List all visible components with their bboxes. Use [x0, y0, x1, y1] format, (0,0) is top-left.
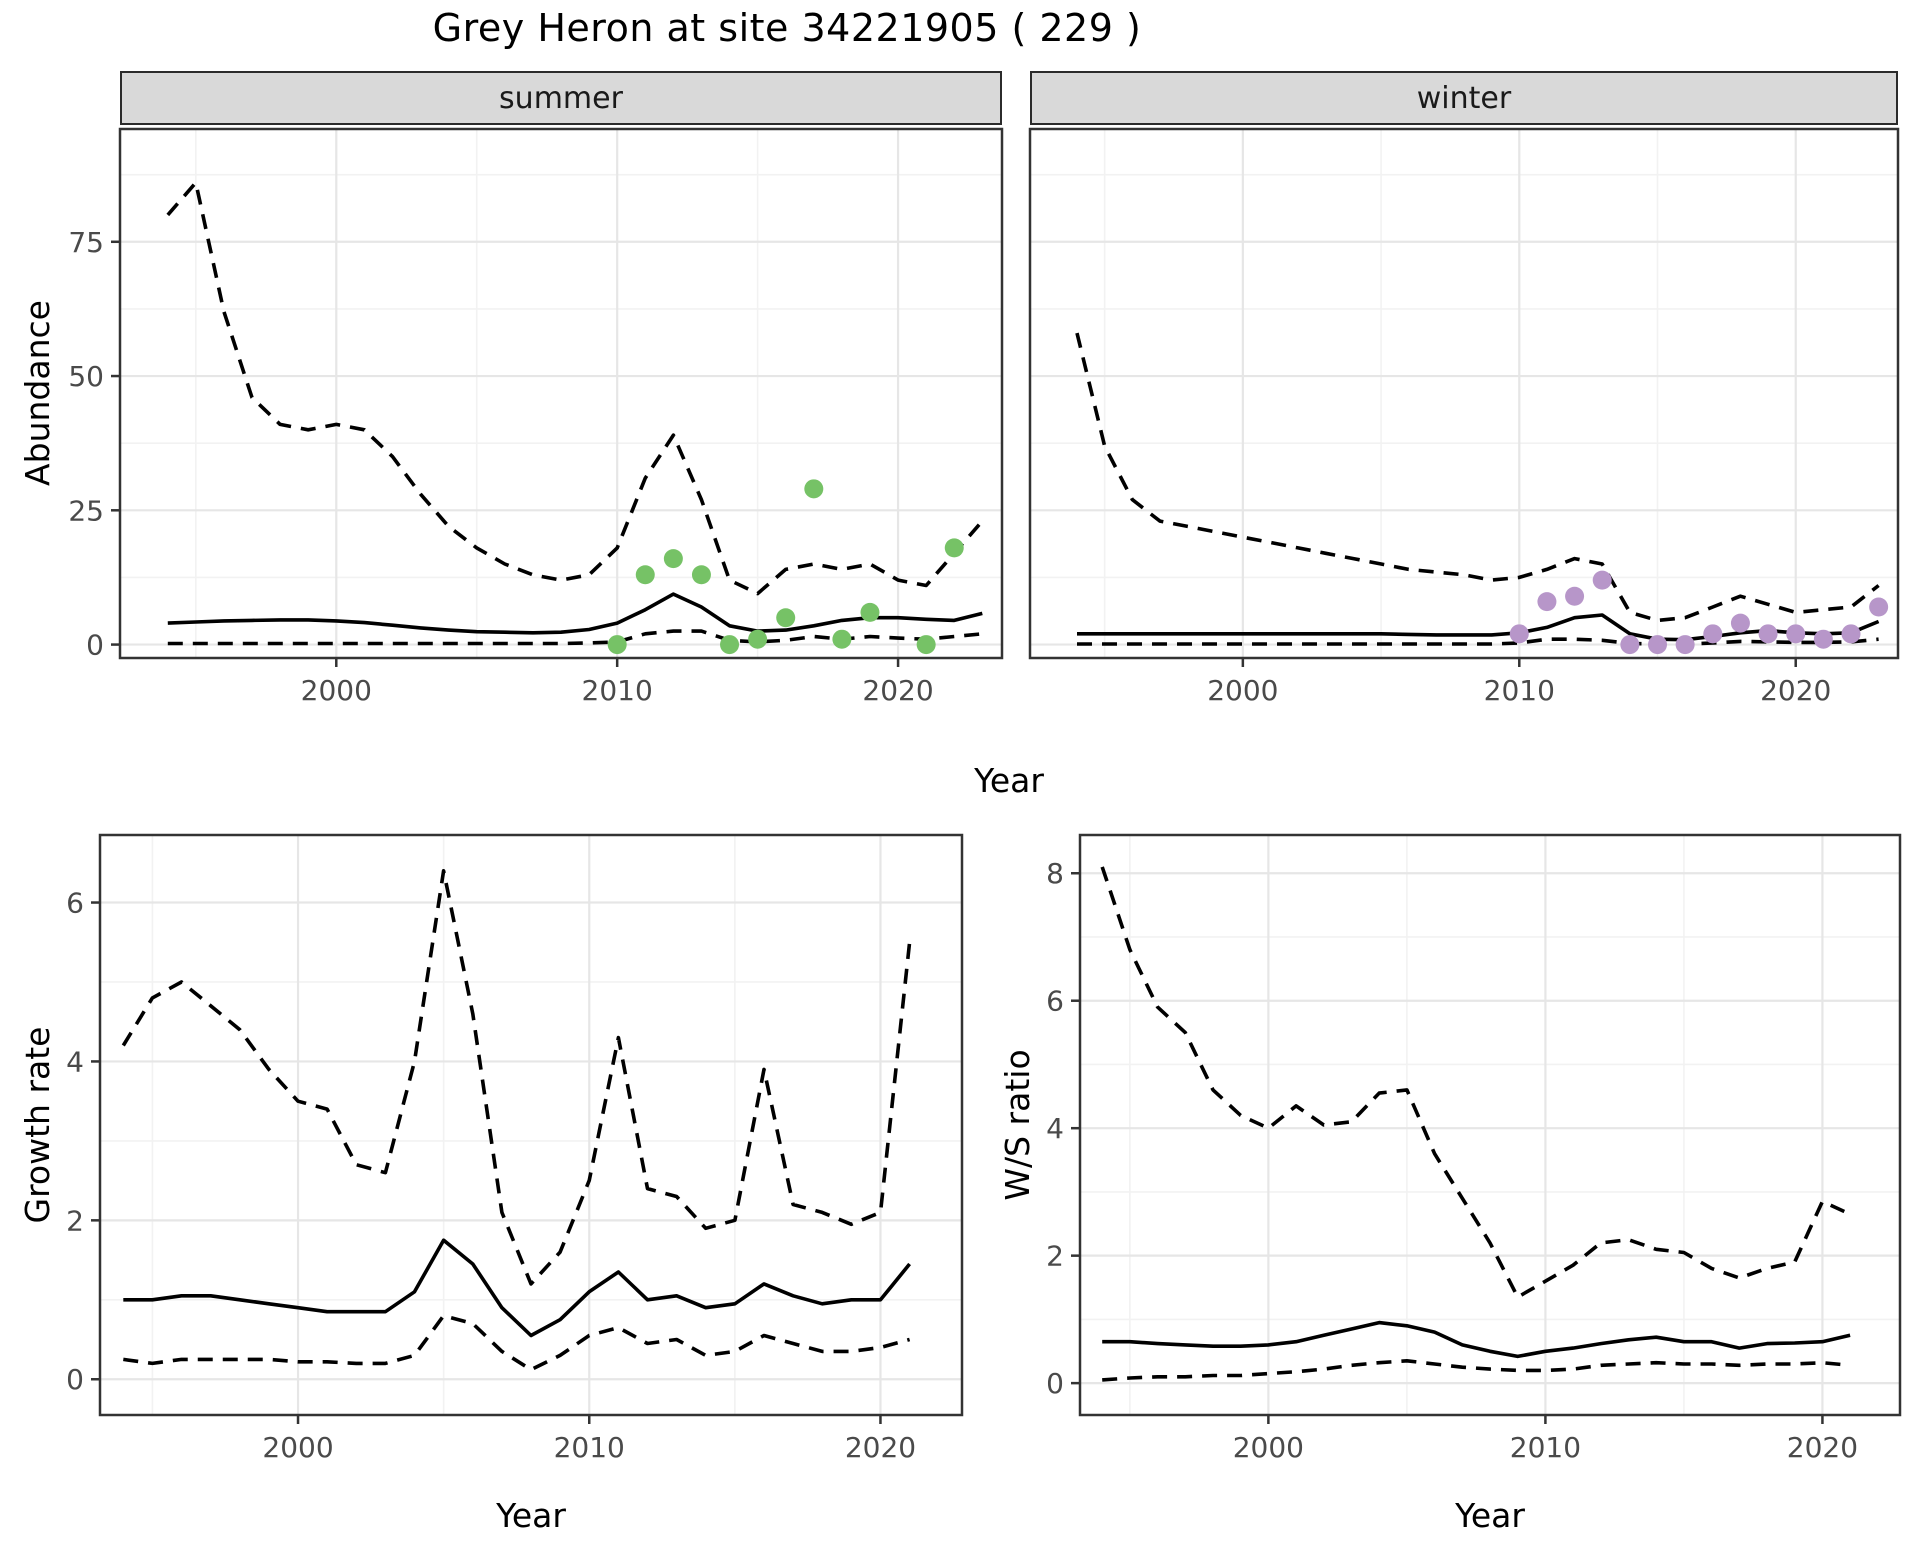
- x-tick-label: 2000: [301, 674, 372, 707]
- abundance-summer-lower-ci-line: [167, 629, 983, 646]
- abundance-winter-observed-point: [1675, 635, 1695, 655]
- y-tick-label: 4: [66, 1045, 84, 1078]
- ws-ratio-x-axis-title: Year: [1455, 1496, 1525, 1535]
- y-tick-label: 2: [1046, 1240, 1064, 1273]
- abundance-summer-observed-point: [720, 635, 740, 655]
- abundance-winter-observed-point: [1509, 624, 1529, 644]
- abundance-winter-observed-point: [1841, 624, 1861, 644]
- y-tick-label: 75: [68, 226, 104, 259]
- y-tick-label: 50: [68, 360, 104, 393]
- ws-ratio-upper-ci-line: [1100, 866, 1851, 1299]
- y-tick-label: 2: [66, 1204, 84, 1237]
- x-tick-label: 2010: [554, 1431, 625, 1464]
- abundance-winter-observed-point: [1565, 586, 1585, 606]
- abundance-summer-upper-ci-line: [166, 180, 984, 596]
- growth-rate-upper-ci-line: [121, 868, 912, 1286]
- facet-strip-winter-label: winter: [1416, 80, 1512, 116]
- y-tick-label: 8: [1046, 857, 1064, 890]
- facet-strip-summer: summer: [120, 71, 1002, 125]
- x-tick-label: 2020: [1787, 1431, 1858, 1464]
- abundance-winter-observed-point: [1786, 624, 1806, 644]
- abundance-summer-observed-point: [691, 565, 711, 585]
- ws-ratio-lower-ci-line: [1102, 1359, 1851, 1382]
- abundance-summer-observed-point: [748, 629, 768, 649]
- x-tick-label: 2000: [262, 1431, 333, 1464]
- y-tick-label: 6: [66, 887, 84, 920]
- y-tick-label: 0: [66, 1363, 84, 1396]
- x-tick-label: 2010: [582, 674, 653, 707]
- growth-rate-estimate-line: [123, 1238, 911, 1338]
- abundance-summer-observed-point: [663, 549, 683, 569]
- abundance-winter-observed-point: [1648, 635, 1668, 655]
- y-tick-label: 0: [86, 629, 104, 662]
- abundance-summer-observed-point: [635, 565, 655, 585]
- growth-rate-x-axis-title: Year: [496, 1496, 566, 1535]
- growth-rate-panel: 2000 2010 2020 0 2 4 6: [66, 833, 964, 1464]
- abundance-summer-observed-point: [832, 629, 852, 649]
- abundance-winter-estimate-line: [1077, 613, 1880, 642]
- abundance-winter-lower-ci-line: [1077, 637, 1879, 646]
- abundance-summer-observed-point: [804, 479, 824, 499]
- abundance-summer-panel-border: [118, 127, 1004, 660]
- abundance-summer-estimate-line: [167, 592, 983, 635]
- abundance-winter-observed-point: [1730, 613, 1750, 633]
- abundance-winter-observed-point: [1592, 570, 1612, 590]
- ws-ratio-y-axis-title: W/S ratio: [998, 1049, 1037, 1201]
- growth-rate-panel-border: [98, 833, 964, 1417]
- growth-rate-lower-ci-line: [123, 1313, 911, 1372]
- facet-strip-winter: winter: [1030, 71, 1898, 125]
- x-tick-label: 2020: [845, 1431, 916, 1464]
- x-tick-label: 2020: [1760, 674, 1831, 707]
- y-tick-label: 4: [1046, 1112, 1064, 1145]
- abundance-summer-observed-point: [916, 635, 936, 655]
- abundance-summer-observed-point: [607, 635, 627, 655]
- abundance-winter-observed-point: [1620, 635, 1640, 655]
- x-tick-label: 2000: [1207, 674, 1278, 707]
- abundance-winter-observed-point: [1813, 629, 1833, 649]
- page-title: Grey Heron at site 34221905 ( 229 ): [432, 6, 1142, 50]
- x-tick-label: 2010: [1484, 674, 1555, 707]
- abundance-winter-panel: 2000 2010 2020: [1028, 127, 1900, 707]
- abundance-winter-panel-border: [1028, 127, 1900, 660]
- y-tick-label: 6: [1046, 985, 1064, 1018]
- abundance-winter-upper-ci-line: [1075, 332, 1880, 623]
- ws-ratio-estimate-line: [1102, 1320, 1851, 1359]
- facet-strip-summer-label: summer: [499, 80, 623, 116]
- ws-ratio-panel-border: [1078, 833, 1902, 1417]
- abundance-winter-observed-point: [1703, 624, 1723, 644]
- growth-rate-y-axis-title: Growth rate: [18, 1026, 57, 1224]
- ws-ratio-panel: 2000 2010 2020 0 2 4 6 8: [1046, 833, 1902, 1464]
- y-tick-label: 0: [1046, 1367, 1064, 1400]
- y-tick-label: 25: [68, 494, 104, 527]
- abundance-winter-observed-point: [1537, 592, 1557, 612]
- x-tick-label: 2020: [862, 674, 933, 707]
- abundance-summer-panel: 2000 2010 2020 0 25 50 75: [68, 127, 1004, 707]
- abundance-winter-observed-point: [1869, 597, 1889, 617]
- x-tick-label: 2010: [1510, 1431, 1581, 1464]
- abundance-summer-observed-point: [944, 538, 964, 558]
- top-x-axis-title: Year: [974, 761, 1044, 800]
- abundance-winter-observed-point: [1758, 624, 1778, 644]
- abundance-y-axis-title: Abundance: [18, 300, 57, 486]
- x-tick-label: 2000: [1233, 1431, 1304, 1464]
- abundance-summer-observed-point: [860, 602, 880, 622]
- abundance-summer-observed-point: [776, 608, 796, 628]
